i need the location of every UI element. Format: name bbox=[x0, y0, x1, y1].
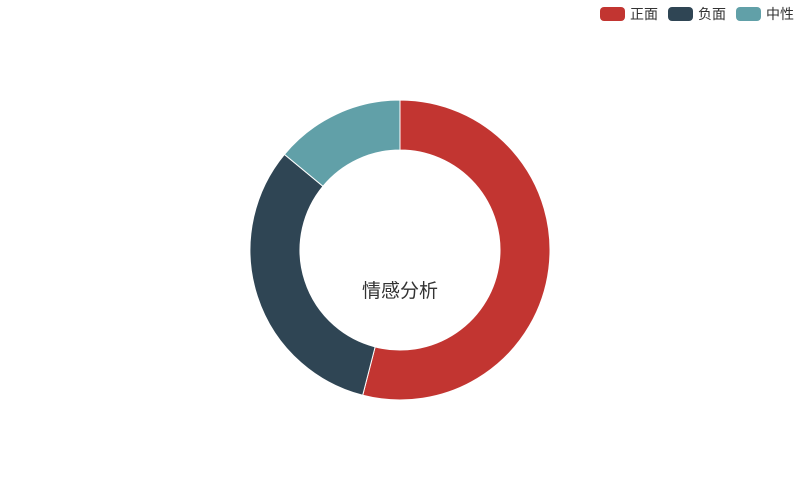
legend-item-positive[interactable]: 正面 bbox=[600, 4, 658, 24]
legend-swatch-neutral bbox=[736, 7, 761, 21]
legend-swatch-positive bbox=[600, 7, 625, 21]
legend-label-negative: 负面 bbox=[698, 7, 726, 23]
legend-item-neutral[interactable]: 中性 bbox=[736, 4, 794, 24]
donut-slice-negative[interactable] bbox=[249, 153, 376, 396]
legend-swatch-negative bbox=[668, 7, 693, 21]
legend-item-negative[interactable]: 负面 bbox=[668, 4, 726, 24]
center-label: 情感分析 bbox=[362, 280, 438, 302]
legend-label-neutral: 中性 bbox=[766, 7, 794, 23]
donut-slice-positive[interactable] bbox=[362, 99, 551, 401]
donut-slice-neutral[interactable] bbox=[283, 99, 401, 187]
legend-label-positive: 正面 bbox=[630, 7, 658, 23]
donut-slices bbox=[249, 99, 551, 401]
legend: 正面 负面 中性 bbox=[600, 4, 794, 24]
